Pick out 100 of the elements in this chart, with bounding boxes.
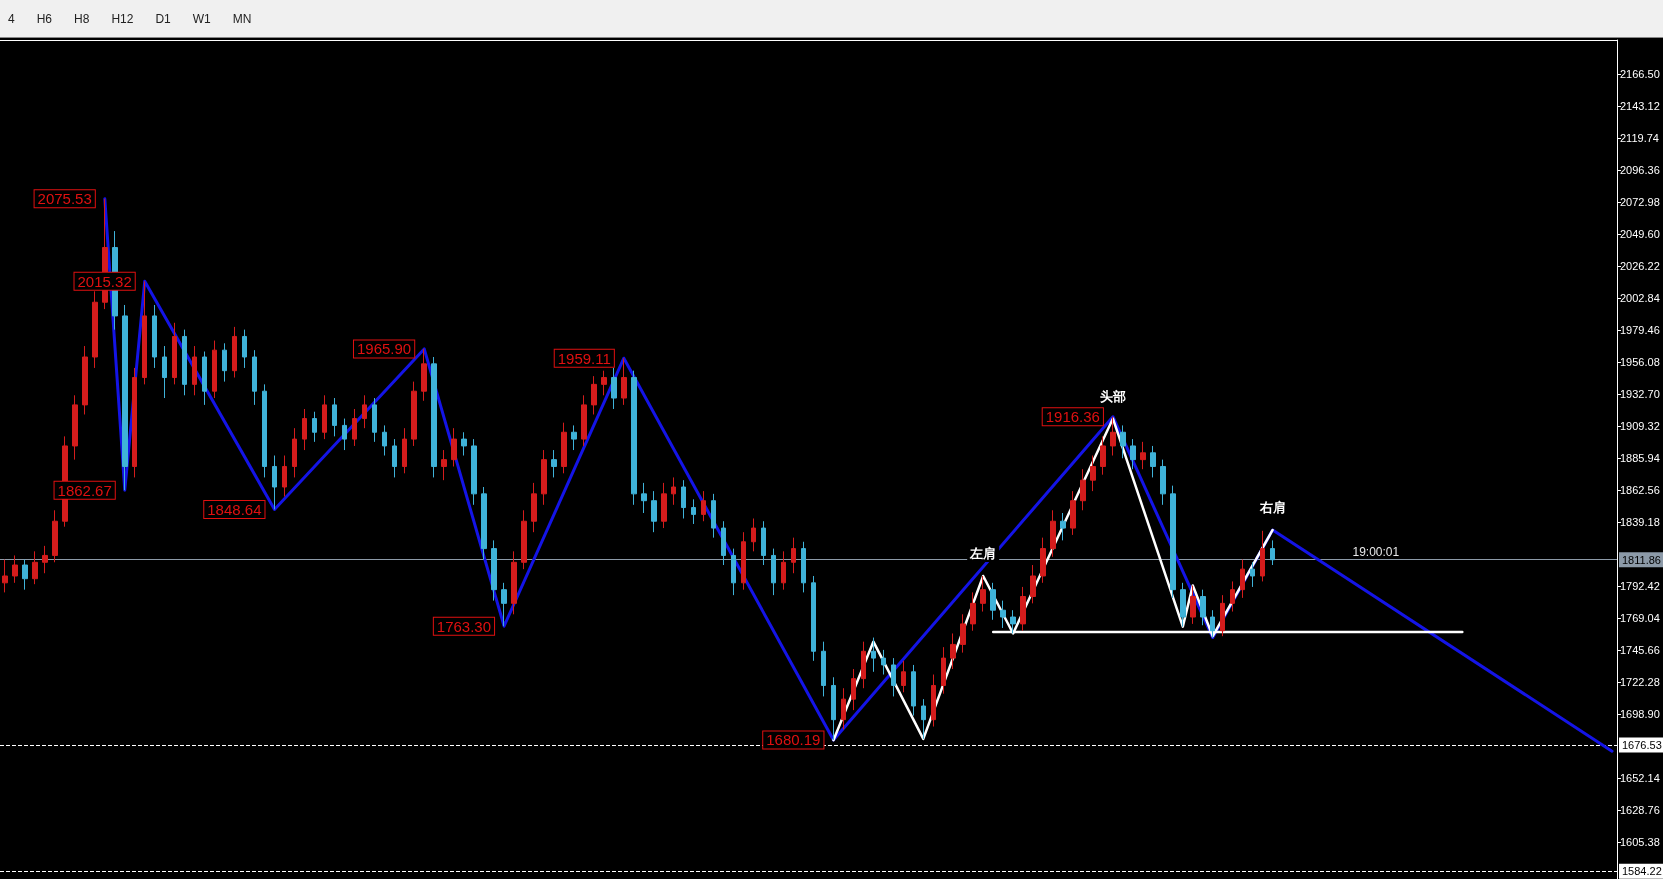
candlestick — [1070, 490, 1076, 536]
candlestick — [1170, 485, 1176, 599]
candlestick — [252, 349, 257, 406]
candlestick — [521, 509, 527, 570]
candlestick — [491, 539, 497, 602]
y-tick-label: 1722.28 — [1620, 676, 1660, 689]
candlestick — [471, 438, 477, 506]
candlestick — [561, 422, 567, 474]
candlestick — [950, 632, 956, 670]
data-label: 1916.36 — [1045, 408, 1100, 426]
candlestick — [1240, 559, 1245, 599]
candlestick — [411, 381, 417, 447]
y-tick-label: 1932.70 — [1620, 388, 1660, 401]
data-label: 1763.30 — [436, 617, 492, 635]
y-tick-label: 2002.84 — [1620, 292, 1660, 305]
candlestick — [362, 394, 367, 429]
candlestick — [182, 329, 187, 396]
candlestick — [1210, 609, 1215, 639]
candlestick — [731, 548, 736, 596]
data-label: 1965.90 — [356, 340, 412, 358]
candlestick — [1230, 580, 1235, 613]
candlestick — [1260, 530, 1265, 582]
candlestick — [1130, 438, 1136, 470]
candlestick — [402, 427, 407, 474]
candlestick — [631, 370, 637, 506]
candlestick — [980, 575, 986, 613]
data-label: 2015.32 — [77, 272, 132, 290]
candlestick — [861, 641, 866, 689]
candlestick — [661, 482, 667, 529]
candlestick — [72, 394, 78, 461]
candlestick — [142, 280, 147, 385]
text: D1 — [154, 10, 172, 28]
candlestick — [382, 424, 387, 457]
candlestick — [851, 668, 856, 711]
candlestick — [1120, 424, 1126, 459]
data-label: 左肩 — [969, 545, 997, 561]
candlestick — [841, 687, 846, 730]
candlestick — [1270, 539, 1275, 566]
y-tick-label: 1839.18 — [1620, 516, 1660, 529]
candlestick — [1160, 459, 1166, 506]
candlestick — [691, 498, 696, 525]
candlestick — [551, 449, 557, 478]
candlestick — [990, 582, 996, 621]
text: MN — [231, 10, 253, 28]
candlestick — [441, 449, 447, 481]
text: W1 — [191, 10, 212, 28]
candlestick — [1060, 512, 1066, 541]
y-tick-label: 1909.32 — [1620, 420, 1660, 433]
y-tick-label: 2049.60 — [1620, 228, 1660, 241]
candlestick — [801, 541, 806, 593]
candlestick — [1050, 509, 1056, 558]
y-tick-label: 2166.50 — [1620, 68, 1660, 81]
candlestick — [242, 329, 247, 369]
data-label: 1959.11 — [557, 349, 611, 367]
candlestick — [12, 554, 18, 584]
candlestick — [591, 375, 597, 415]
candlestick — [611, 367, 617, 410]
candlestick — [901, 660, 906, 693]
candlestick — [1010, 609, 1016, 634]
candlestick — [741, 531, 746, 591]
candlestick — [461, 431, 467, 457]
candlestick — [1110, 416, 1116, 457]
candlestick — [392, 438, 397, 478]
candlestick — [651, 490, 657, 533]
candlestick — [1150, 445, 1156, 478]
candlestick — [1030, 564, 1036, 604]
candlestick — [1040, 537, 1046, 584]
candlestick — [621, 357, 627, 406]
candlestick — [312, 411, 317, 443]
candlestick — [571, 424, 577, 451]
candlestick — [342, 418, 347, 451]
data-label: 1680.19 — [766, 731, 821, 749]
candlestick — [541, 449, 547, 506]
data-label: 右肩 — [1258, 499, 1286, 515]
candlestick — [701, 490, 706, 522]
candlestick — [1080, 468, 1086, 511]
text: H8 — [73, 10, 91, 28]
candlestick — [511, 550, 517, 615]
candlestick — [791, 537, 796, 574]
y-tick-label: 1885.94 — [1620, 452, 1660, 465]
candlestick — [132, 367, 137, 478]
ref-line-label: 1811.86 — [1622, 553, 1661, 566]
candlestick — [761, 520, 766, 566]
y-tick-label: 2072.98 — [1620, 196, 1660, 209]
y-tick-label: 2119.74 — [1620, 132, 1659, 145]
candlestick — [372, 397, 377, 443]
candlestick — [831, 676, 836, 741]
y-tick-label: 1698.90 — [1620, 708, 1660, 721]
candlestick — [671, 476, 676, 506]
candlestick — [272, 455, 277, 510]
candlestick — [581, 394, 587, 447]
candlestick — [960, 613, 966, 654]
candlestick — [2, 559, 8, 593]
candlestick — [931, 674, 936, 728]
y-tick-label: 2096.36 — [1620, 164, 1660, 177]
y-tick-label: 1628.76 — [1620, 804, 1660, 817]
candlestick — [531, 482, 537, 533]
y-tick-label: 1792.42 — [1620, 580, 1660, 593]
candlestick — [911, 664, 916, 717]
candlestick — [232, 326, 237, 379]
